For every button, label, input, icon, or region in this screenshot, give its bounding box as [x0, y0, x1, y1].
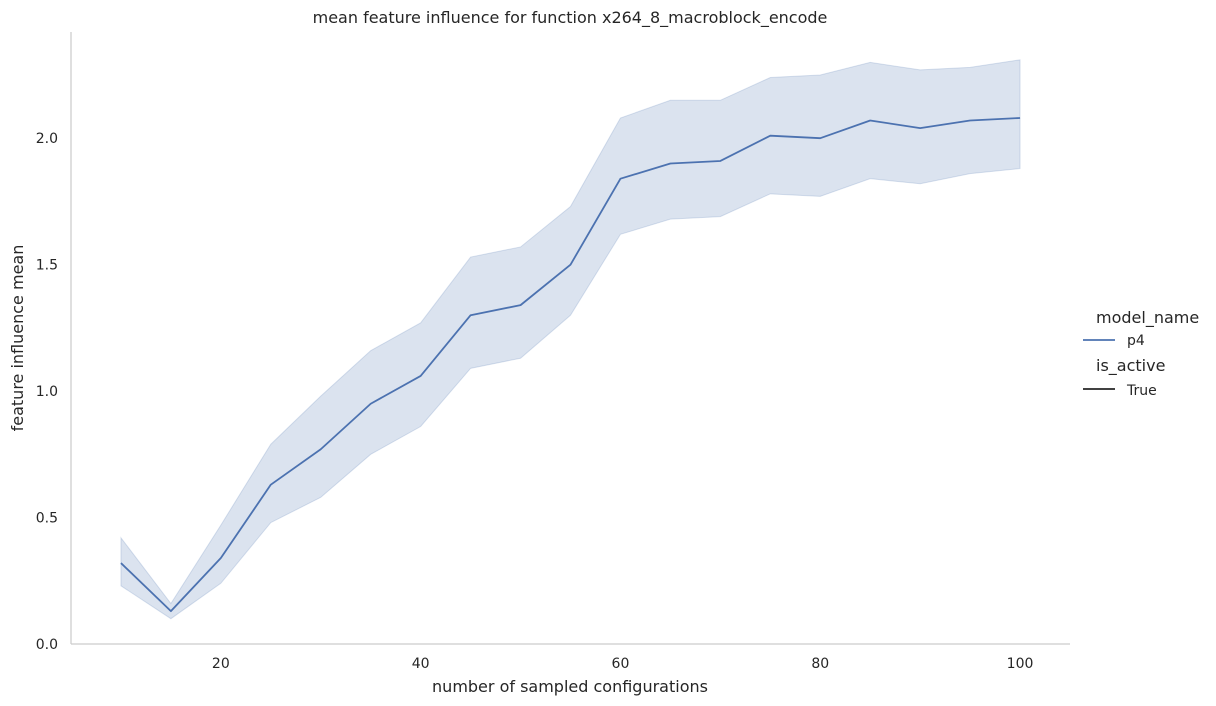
y-tick-label: 0.5	[36, 511, 58, 527]
data-point	[270, 484, 272, 486]
y-tick-label: 1.5	[36, 258, 58, 274]
x-tick-label: 80	[811, 656, 829, 672]
data-point	[120, 562, 122, 564]
y-axis-label: feature influence mean	[8, 245, 27, 432]
x-tick-group: 20 40 60 80 100	[212, 656, 1033, 672]
data-point	[719, 160, 721, 162]
legend-title-model-name: model_name	[1096, 308, 1199, 328]
data-point	[370, 403, 372, 405]
data-point	[570, 264, 572, 266]
confidence-band-p4	[120, 59, 1021, 620]
y-tick-label: 2.0	[36, 131, 58, 147]
data-point	[669, 163, 671, 165]
data-point	[320, 448, 322, 450]
y-tick-label: 1.0	[36, 384, 58, 400]
data-point	[470, 314, 472, 316]
legend-label-p4: p4	[1127, 333, 1145, 349]
data-point	[769, 135, 771, 137]
x-tick-label: 40	[412, 656, 430, 672]
y-tick-group: 0.0 0.5 1.0 1.5 2.0	[36, 131, 58, 653]
series-line-p4	[120, 117, 1021, 613]
legend-title-is-active: is_active	[1096, 356, 1165, 376]
plot-area	[120, 59, 1021, 620]
data-point	[619, 178, 621, 180]
chart-title: mean feature influence for function x264…	[313, 8, 828, 28]
legend: model_name p4 is_active True	[1083, 308, 1199, 399]
x-tick-label: 100	[1007, 656, 1034, 672]
data-point	[869, 120, 871, 122]
x-axis-label: number of sampled configurations	[432, 677, 708, 696]
data-point	[819, 137, 821, 139]
data-point	[170, 610, 172, 612]
data-point	[969, 120, 971, 122]
data-point	[1019, 117, 1021, 119]
data-point	[420, 375, 422, 377]
data-point	[919, 127, 921, 129]
x-tick-label: 20	[212, 656, 230, 672]
x-tick-label: 60	[612, 656, 630, 672]
legend-label-true: True	[1126, 383, 1157, 399]
y-tick-label: 0.0	[36, 637, 58, 653]
data-point	[220, 557, 222, 559]
data-point	[520, 304, 522, 306]
